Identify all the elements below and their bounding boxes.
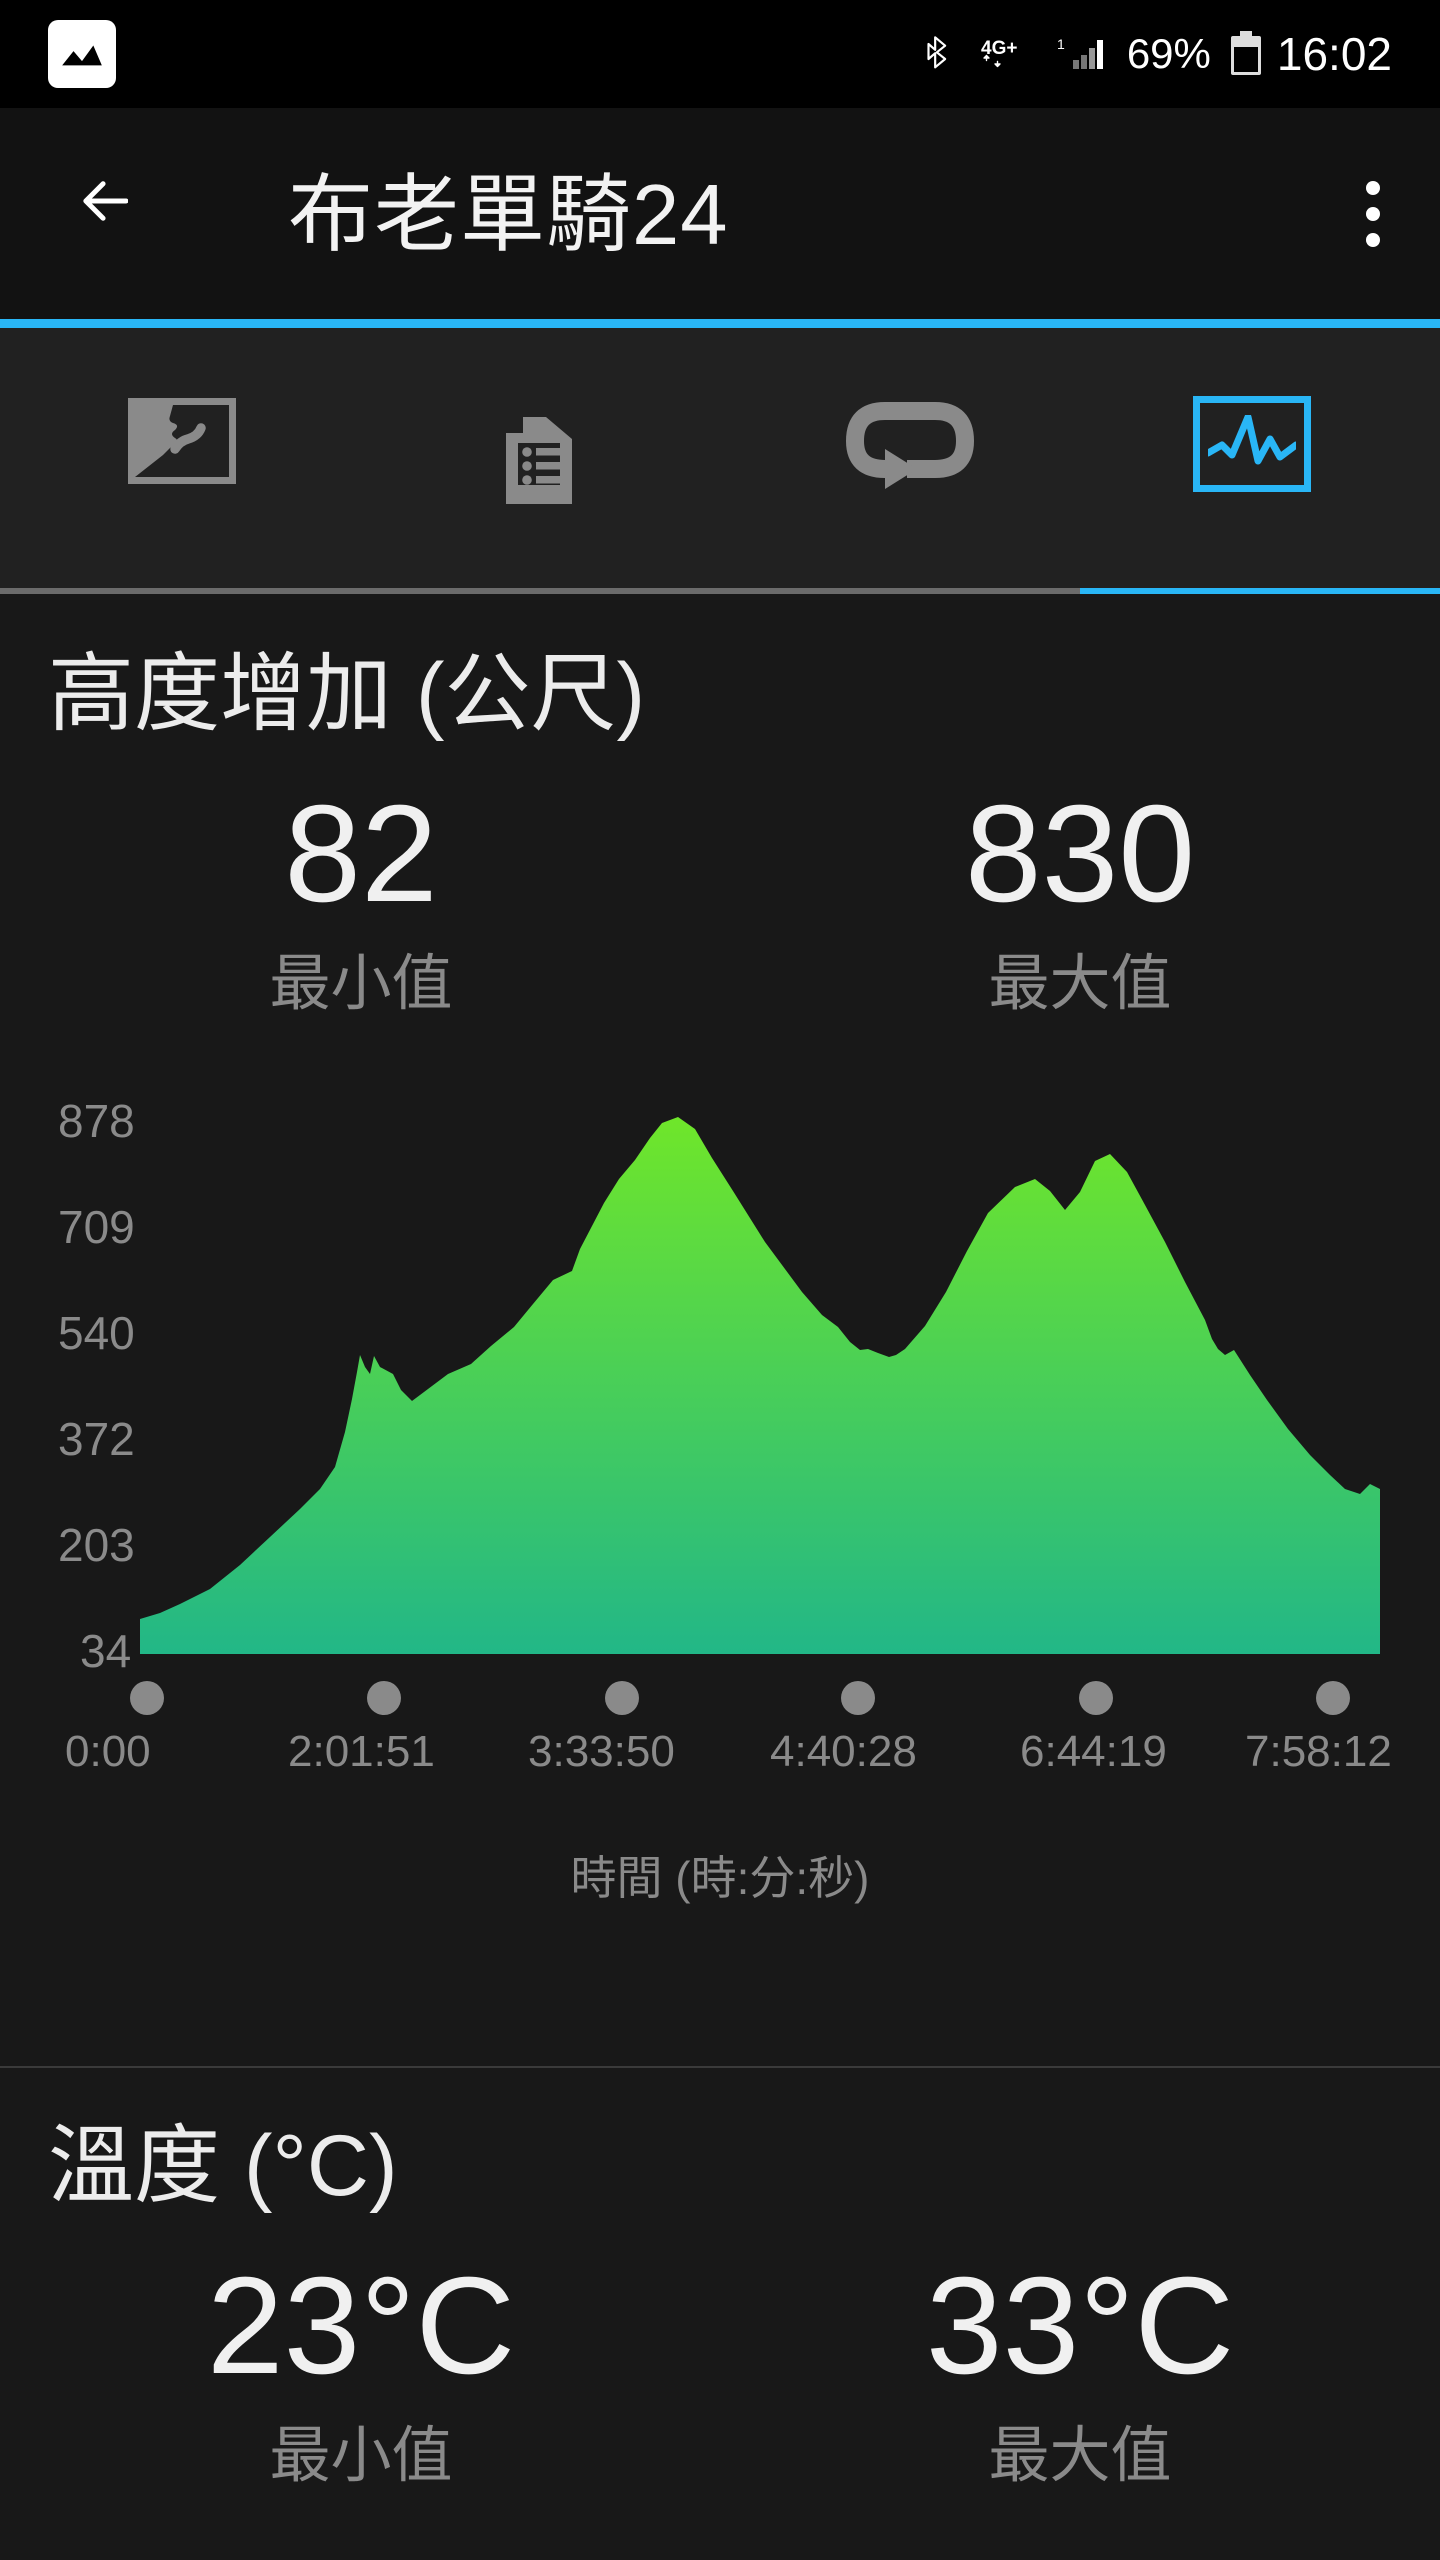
- svg-text:1: 1: [1057, 37, 1065, 52]
